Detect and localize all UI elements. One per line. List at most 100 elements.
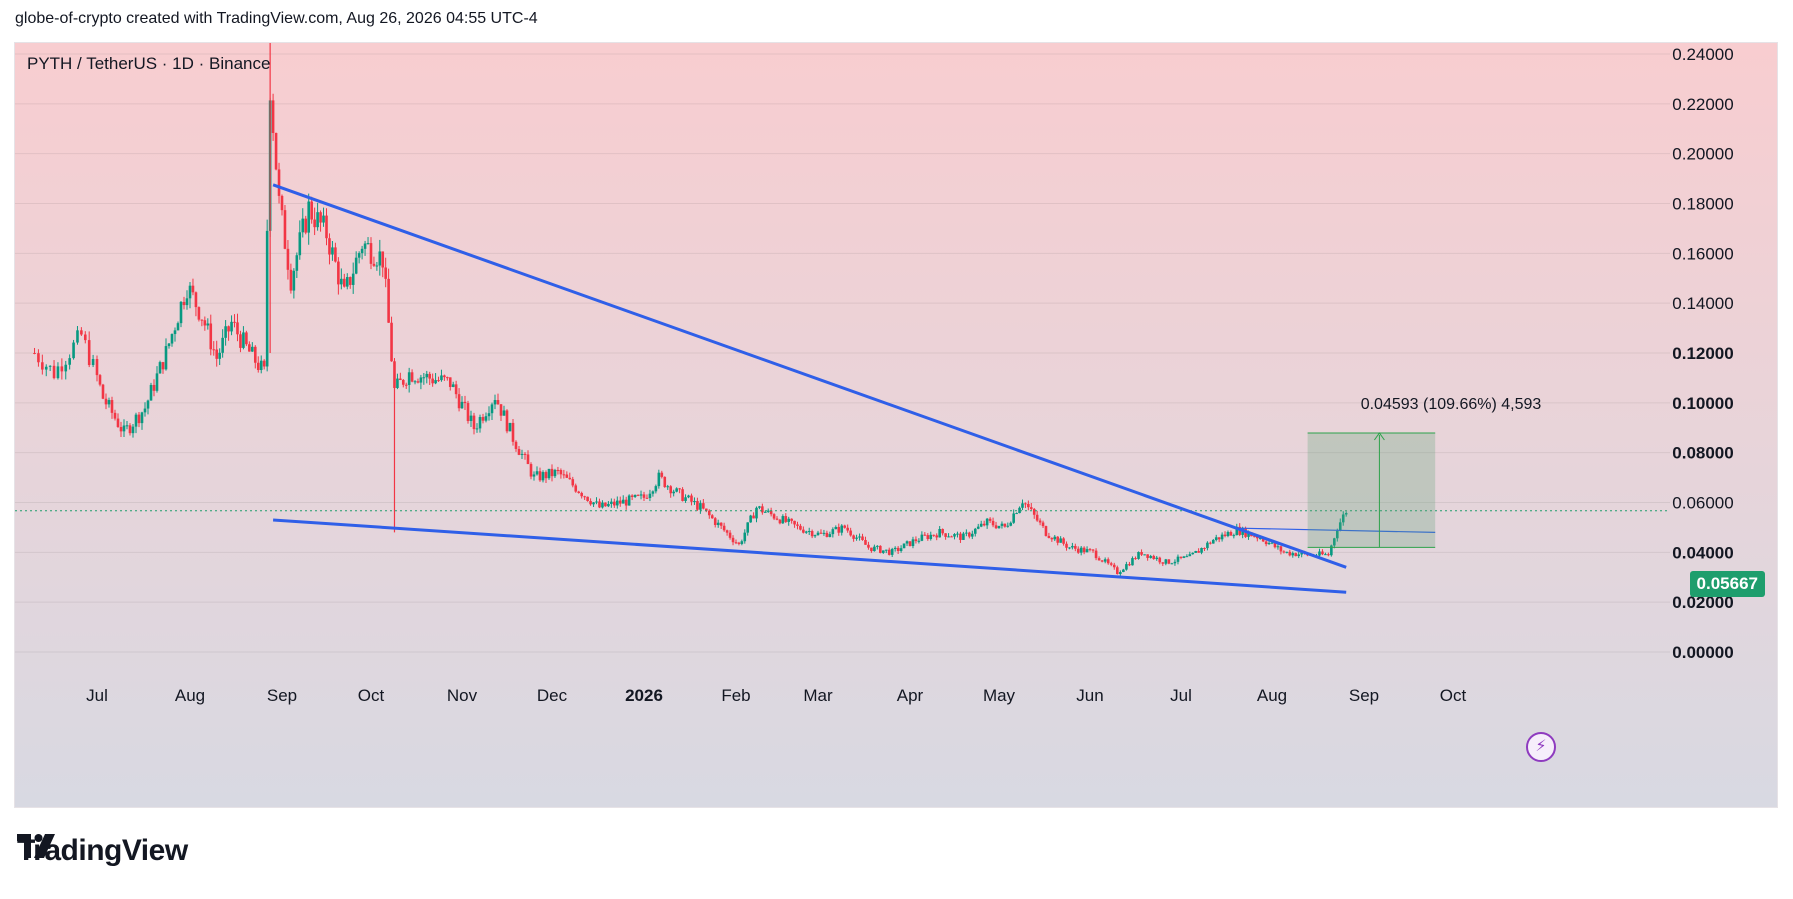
candle-body <box>1223 534 1227 537</box>
candle-body <box>1327 554 1330 556</box>
candle-body <box>1119 572 1122 574</box>
candle-body <box>1091 549 1095 551</box>
candle-body <box>1285 551 1289 553</box>
x-tick-label: Jul <box>86 686 108 705</box>
candle-body <box>1112 564 1116 568</box>
tradingview-logo[interactable]: TradingView <box>17 834 188 868</box>
candle-body <box>654 486 658 492</box>
candle-body <box>716 522 720 526</box>
candle-body <box>613 501 616 506</box>
candle-body <box>971 533 974 537</box>
candle-body <box>56 366 60 379</box>
candle-body <box>994 525 998 529</box>
candle-body <box>1232 535 1236 537</box>
candle-body <box>784 516 788 522</box>
candle-body <box>146 400 150 409</box>
candle-body <box>929 534 933 540</box>
candle-body <box>236 322 239 335</box>
candle-body <box>493 400 497 405</box>
candle-body <box>796 524 799 526</box>
candle-body <box>1038 520 1042 523</box>
x-tick-label: Aug <box>1257 686 1287 705</box>
candle-body <box>884 549 888 551</box>
candle-body <box>410 372 414 382</box>
candle-body <box>1140 551 1143 555</box>
candle-body <box>766 510 770 512</box>
candle-body <box>1226 532 1230 537</box>
candle-body <box>1185 556 1189 558</box>
candle-body <box>1053 536 1057 540</box>
candle-body <box>101 384 105 399</box>
candle-body <box>487 413 491 417</box>
candle-body <box>1122 569 1125 573</box>
candle-body <box>316 212 319 228</box>
candle-body <box>1273 542 1277 548</box>
candle-body <box>645 497 649 499</box>
candle-body <box>152 384 156 391</box>
candle-body <box>876 545 879 547</box>
candle-body <box>1103 559 1107 562</box>
candle-body <box>170 334 174 344</box>
candle-body <box>687 495 690 498</box>
candle-body <box>1282 551 1286 553</box>
candle-body <box>1270 542 1274 544</box>
candle-body <box>140 412 144 424</box>
candle-body <box>253 346 257 363</box>
candle-body <box>401 379 405 385</box>
candle-body <box>1203 548 1206 550</box>
candle-body <box>725 530 729 533</box>
candle-body <box>1220 534 1224 540</box>
y-tick-label: 0.14000 <box>1672 294 1733 313</box>
chart-area[interactable]: 0.24000 0.22000 0.20000 0.18000 0.16000 0.140… <box>14 42 1778 808</box>
candle-body <box>761 506 764 513</box>
candle-body <box>728 532 732 538</box>
candle-body <box>161 362 165 370</box>
lightning-bolt-icon[interactable]: ⚡ <box>1526 732 1556 762</box>
candle-body <box>454 384 458 395</box>
candle-body <box>137 414 141 424</box>
candle-body <box>304 218 308 233</box>
candle-body <box>167 343 171 347</box>
candle-body <box>328 238 331 255</box>
candle-body <box>526 454 530 465</box>
candle-body <box>976 526 980 529</box>
candle-body <box>1071 545 1074 548</box>
candle-body <box>837 526 841 533</box>
price-chart[interactable]: 0.24000 0.22000 0.20000 0.18000 0.16000 0.140… <box>15 43 1778 808</box>
candle-body <box>41 362 44 370</box>
candle-body <box>158 362 162 374</box>
candle-body <box>1009 522 1013 526</box>
x-tick-label: Sep <box>1349 686 1379 705</box>
candle-body <box>1027 503 1030 508</box>
candle-body <box>932 534 936 536</box>
candle-body <box>699 503 702 510</box>
candle-body <box>390 322 393 362</box>
candle-body <box>1344 513 1348 515</box>
candle-body <box>586 496 589 502</box>
candle-body <box>354 257 358 274</box>
candle-body <box>752 515 755 519</box>
candle-body <box>589 501 592 505</box>
candle-body <box>230 321 233 332</box>
candle-body <box>1082 547 1086 553</box>
candle-body <box>301 218 305 233</box>
candle-body <box>508 422 512 432</box>
candle-body <box>72 342 75 359</box>
candle-body <box>574 485 578 492</box>
candle-body <box>740 541 744 544</box>
candle-body <box>416 381 420 383</box>
candle-body <box>1235 526 1239 536</box>
candle-body <box>451 384 455 387</box>
candle-body <box>550 468 554 477</box>
candle-body <box>381 251 385 268</box>
candle-body <box>1149 555 1152 558</box>
candle-body <box>298 232 302 256</box>
candle-body <box>203 320 207 326</box>
candle-body <box>772 514 776 519</box>
candle-body <box>431 378 434 384</box>
candle-body <box>1264 541 1268 545</box>
candle-body <box>64 364 68 372</box>
candle-body <box>1182 556 1186 558</box>
candle-body <box>76 330 79 343</box>
candle-body <box>209 323 213 350</box>
